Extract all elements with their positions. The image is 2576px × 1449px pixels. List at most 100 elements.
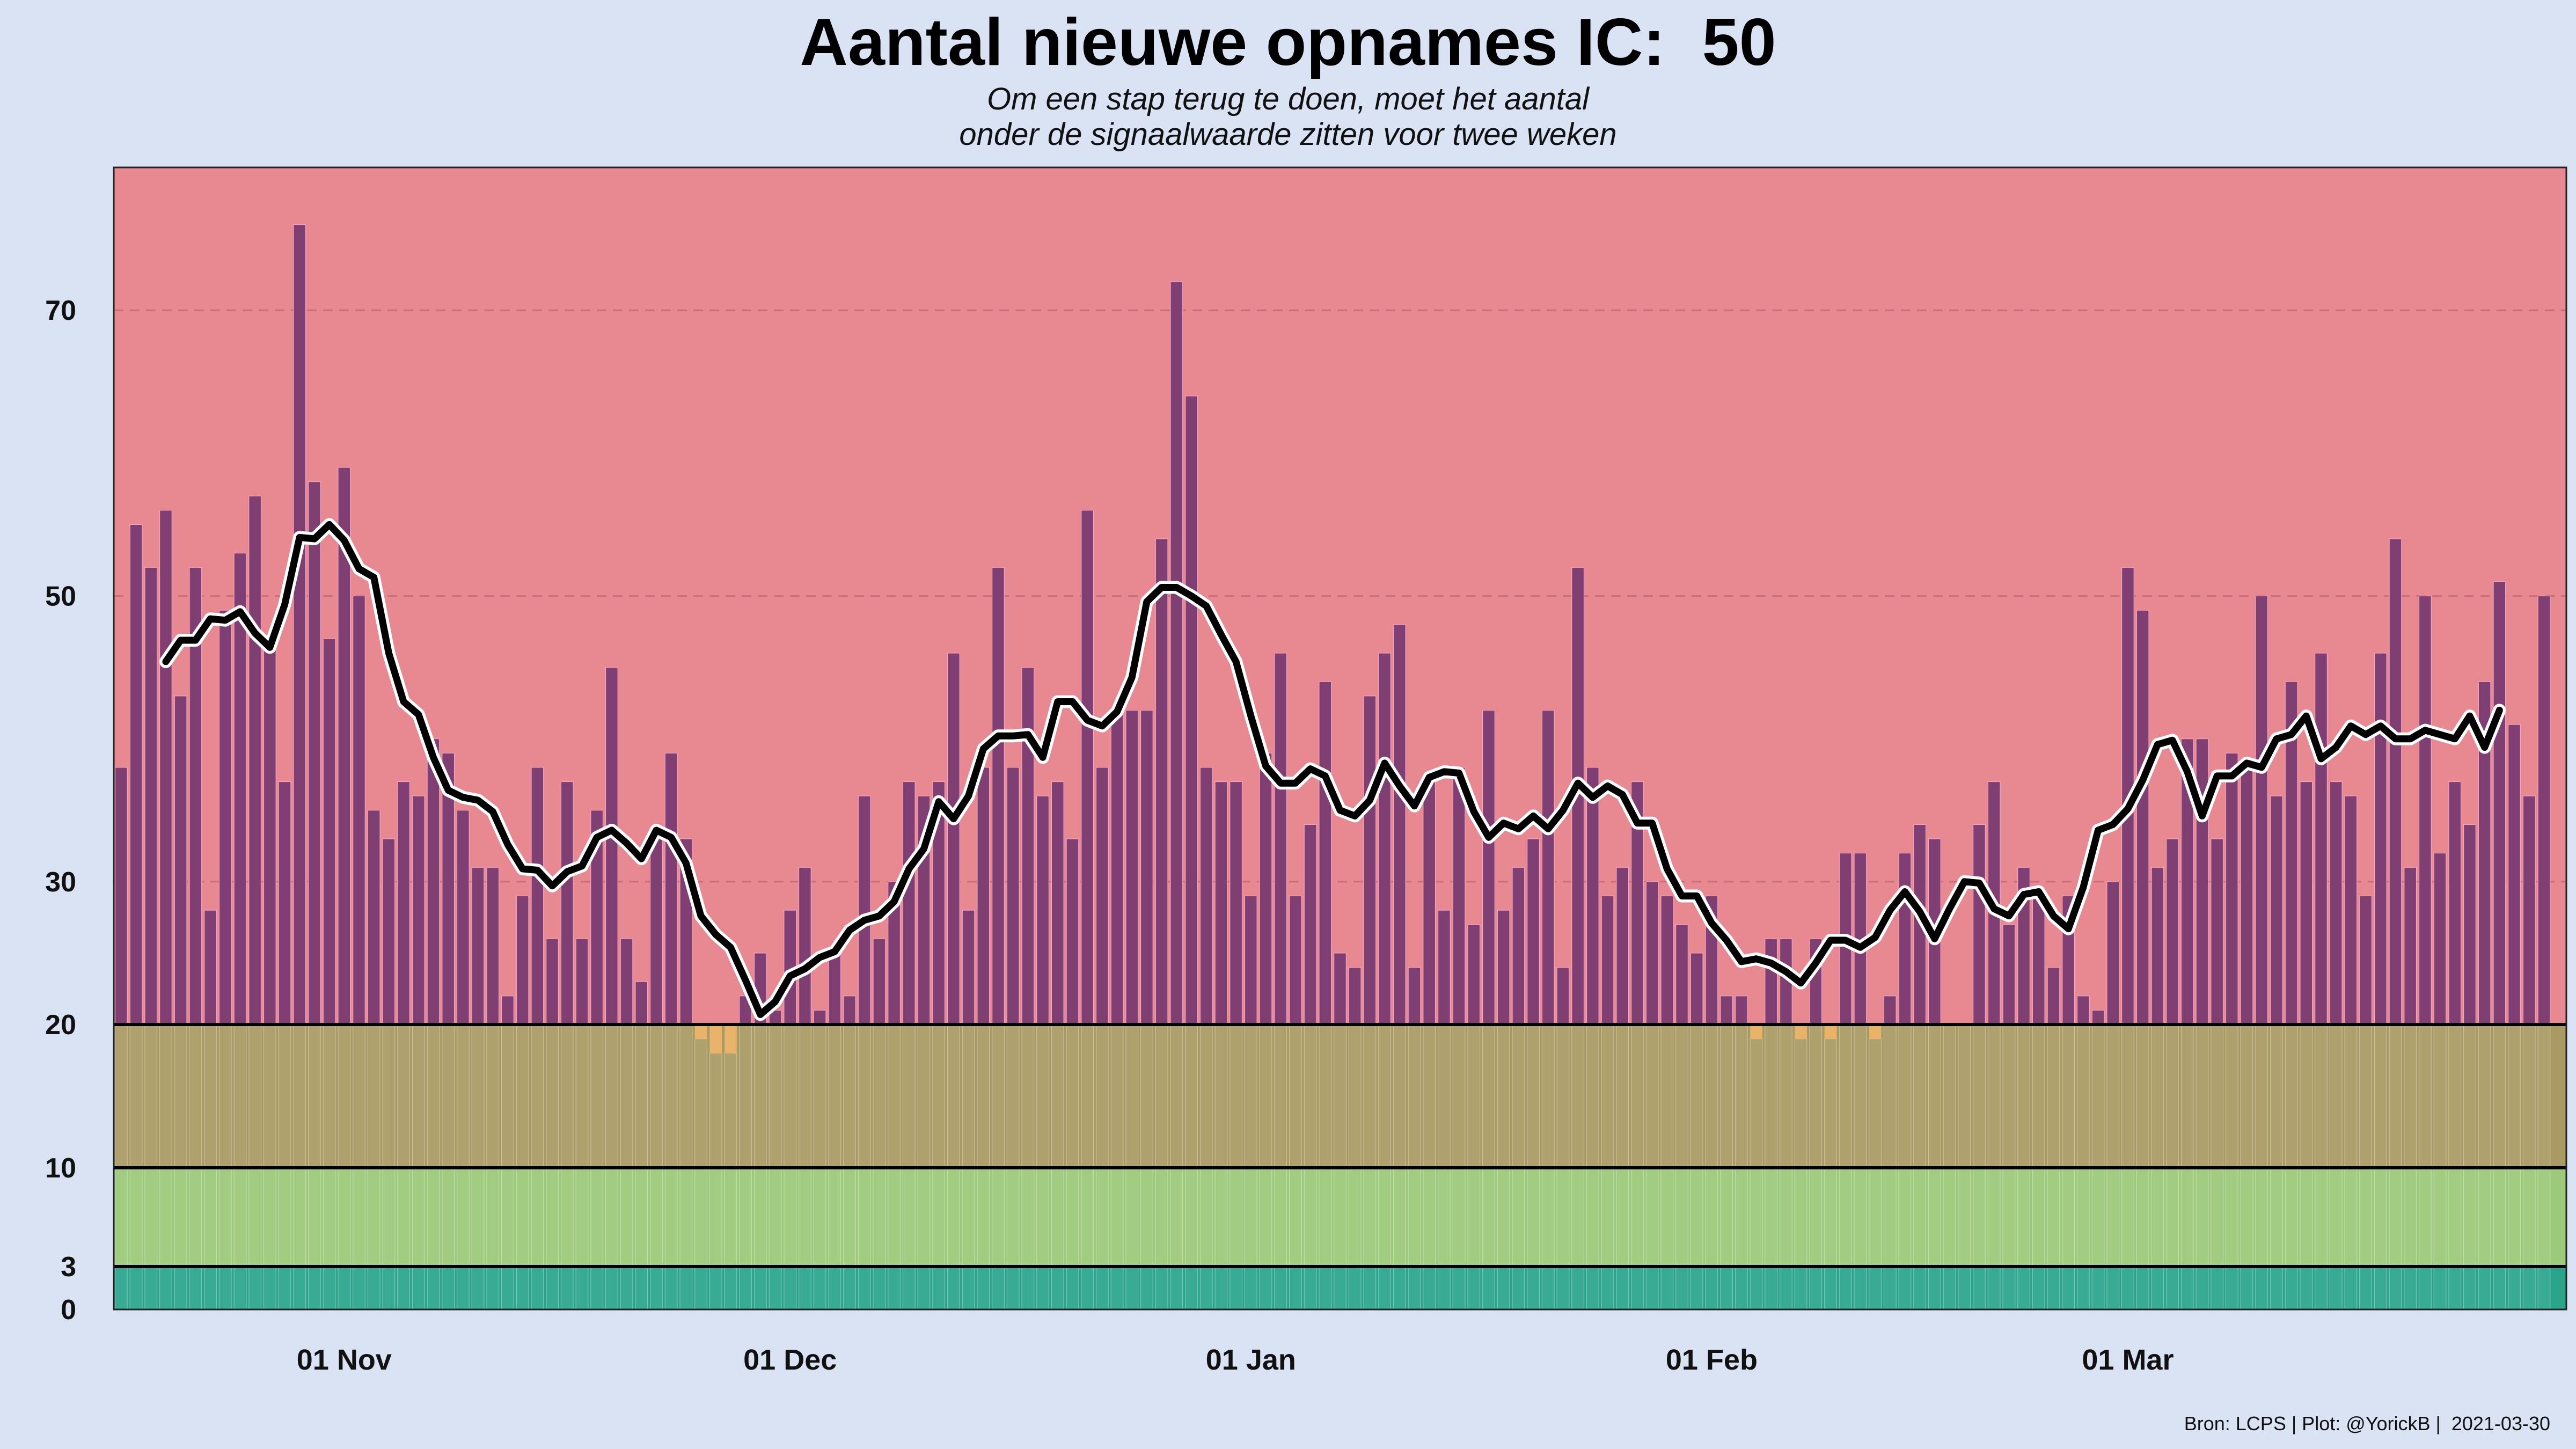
bar [1883,996,1897,1025]
bar [2076,996,2090,1025]
bar [1155,538,1168,1025]
y-tick-label: 50 [45,581,76,612]
bar [2196,738,2209,1025]
bar [635,981,648,1025]
bar [1467,924,1481,1025]
threshold-lines [114,1023,2566,1268]
bar [2166,838,2179,1025]
bar [1095,767,1109,1025]
bar-base [1794,1038,1807,1310]
bar [278,781,291,1025]
bar [2508,724,2521,1025]
y-tick-label: 70 [45,295,76,326]
bar [1660,895,1674,1025]
bar [2047,967,2060,1025]
band-3-10 [114,1168,2566,1267]
bar [1556,967,1570,1025]
bar [1423,781,1436,1025]
bar [144,567,158,1025]
band-10-20 [114,1024,2566,1168]
bar [501,996,514,1025]
bar [1735,996,1748,1025]
bar [1645,881,1659,1025]
moving-average-line [159,518,2506,1021]
bar [962,910,975,1025]
bar [977,767,990,1025]
bar [2404,867,2417,1025]
bar [293,224,306,1025]
bar [471,867,485,1025]
bar [2211,838,2224,1025]
bar [1185,396,1198,1025]
bar [2106,881,2120,1025]
bar [1541,709,1555,1025]
bar [1125,709,1139,1025]
bar [649,838,663,1025]
bar [1482,709,1495,1025]
bar [2344,795,2358,1025]
bar [2315,653,2328,1025]
bar [1601,895,1614,1025]
bar [1348,967,1362,1025]
bar-below-signal [1795,1024,1807,1039]
bar [1616,867,1629,1025]
bar [2091,1009,2105,1025]
bar [843,996,856,1025]
bar [947,653,960,1025]
bar [308,481,321,1025]
bar [2463,824,2476,1025]
bar [1214,781,1228,1025]
bar [1304,824,1317,1025]
bar [902,781,916,1025]
bar [1527,838,1540,1025]
bar [873,938,886,1025]
bar [2136,610,2149,1025]
bar [1274,653,1287,1025]
bar [382,838,396,1025]
bar [813,1009,826,1025]
axes: 0 3 10 20 30 50 70 01 Nov 01 Dec 01 Jan 01 Feb 01 M… [45,166,2567,1376]
bar [516,895,529,1025]
bar [114,767,128,1025]
bar [2374,653,2387,1025]
bar [1259,752,1272,1025]
bar [620,938,633,1025]
bar [546,938,559,1025]
bar [263,638,276,1025]
bar [174,696,187,1025]
y-tick-label: 3 [61,1252,76,1283]
bar [2329,781,2343,1025]
y-tick-label: 20 [45,1009,76,1041]
bar [2448,781,2462,1025]
moving-average-path [162,521,2503,1018]
bar [1586,767,1599,1025]
bar-base [1824,1038,1837,1310]
x-tick-label: 01 Feb [1666,1344,1758,1376]
bar [1898,852,1912,1025]
bar [1230,781,1243,1025]
bar [1021,667,1035,1025]
bar [2359,895,2373,1025]
bar [2418,595,2432,1025]
bar [605,667,618,1025]
bar [1110,709,1124,1025]
bar [2225,752,2238,1025]
bar [1199,767,1213,1025]
bar-below-signal [1824,1024,1837,1039]
subtitle-line-2: onder de signaalwaarde zitten voor twee … [959,117,1617,152]
bar [1675,924,1688,1025]
x-tick-label: 01 Jan [1206,1344,1296,1376]
bar [560,781,574,1025]
bar-below-signal [694,1024,707,1039]
bar [1393,624,1406,1025]
bar [1066,838,1079,1025]
bar [828,953,841,1025]
bar [2255,595,2268,1025]
bar [1051,781,1064,1025]
bar-below-signal [1869,1024,1882,1039]
bar [1497,910,1510,1025]
bar [858,795,871,1025]
bar [1973,824,1986,1025]
bar-base [724,1052,737,1310]
bar [412,795,425,1025]
